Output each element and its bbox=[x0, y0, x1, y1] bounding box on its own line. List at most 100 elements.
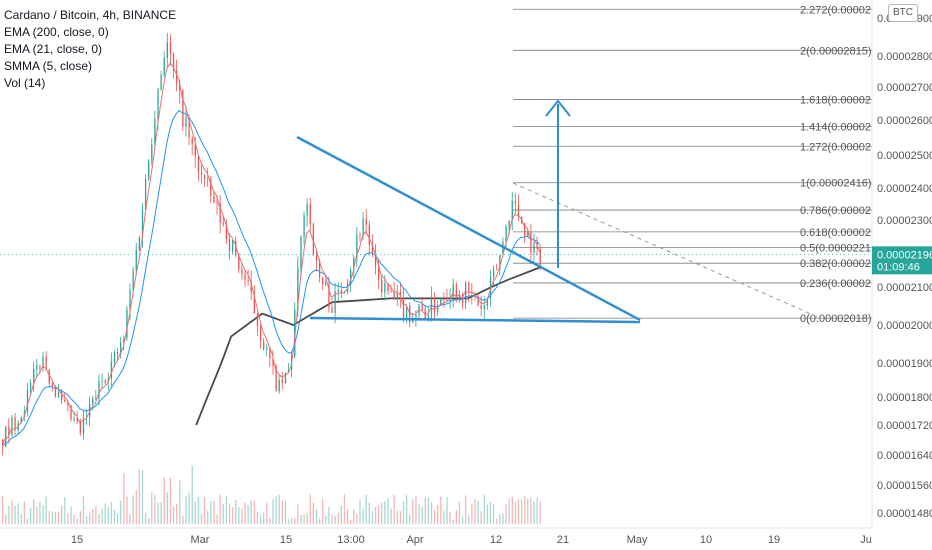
volume-bar bbox=[418, 503, 420, 524]
candle-body bbox=[98, 381, 100, 398]
volume-bar bbox=[440, 496, 442, 524]
candle-body bbox=[266, 347, 268, 350]
candle-body bbox=[203, 174, 206, 179]
volume-bar bbox=[104, 503, 106, 524]
volume-bar bbox=[228, 503, 231, 524]
candle-body bbox=[29, 382, 32, 390]
volume-bar bbox=[151, 491, 153, 524]
volume-bar bbox=[54, 512, 57, 524]
volume-bar bbox=[238, 507, 240, 524]
currency-button[interactable]: BTC bbox=[888, 4, 918, 22]
candle-body bbox=[157, 89, 159, 119]
fib-label: 0.382(0.00002170) bbox=[800, 258, 893, 270]
candle-body bbox=[61, 391, 63, 401]
volume-bar bbox=[179, 480, 181, 524]
candle-body bbox=[42, 356, 44, 367]
candle-body bbox=[241, 269, 243, 275]
candle-body bbox=[275, 365, 277, 392]
price-tick-label: 0.00002300 bbox=[877, 215, 932, 227]
volume-bar bbox=[163, 477, 165, 524]
candle-body bbox=[492, 269, 495, 278]
candle-body bbox=[79, 421, 81, 434]
volume-bar bbox=[520, 499, 523, 524]
candle-body bbox=[421, 304, 423, 310]
price-tick-label: 0.00002400 bbox=[877, 183, 932, 195]
volume-bar bbox=[176, 503, 178, 524]
volume-bar bbox=[328, 506, 330, 524]
candle-body bbox=[465, 282, 467, 304]
volume-bar bbox=[253, 500, 256, 524]
price-tick-label: 0.00001900 bbox=[877, 358, 932, 370]
candle-body bbox=[166, 42, 168, 58]
candle-body bbox=[483, 305, 485, 309]
volume-bar bbox=[402, 501, 405, 524]
volume-bar bbox=[396, 510, 398, 524]
volume-bar bbox=[312, 502, 315, 524]
indicator-volume[interactable]: Vol (14) bbox=[4, 76, 46, 90]
candle-body bbox=[176, 70, 178, 84]
chart-title[interactable]: Cardano / Bitcoin, 4h, BINANCE bbox=[4, 8, 177, 22]
candle-body bbox=[424, 309, 426, 320]
volume-bar bbox=[340, 505, 343, 524]
candle-body bbox=[110, 361, 113, 379]
smma-line bbox=[1, 62, 541, 447]
candle-body bbox=[328, 283, 330, 308]
candle-body bbox=[269, 347, 271, 359]
volume-bar bbox=[57, 512, 60, 524]
candle-body bbox=[343, 292, 346, 294]
volume-bar bbox=[89, 512, 91, 524]
candle-body bbox=[231, 240, 234, 251]
indicator-ema200[interactable]: EMA (200, close, 0) bbox=[4, 25, 109, 39]
candle-body bbox=[70, 405, 72, 420]
volume-bar bbox=[527, 498, 529, 524]
volume-bar bbox=[250, 500, 252, 524]
candle-body bbox=[312, 224, 315, 255]
volume-bar bbox=[29, 507, 32, 524]
volume-bar bbox=[144, 512, 147, 524]
volume-bar bbox=[437, 504, 439, 524]
volume-bar bbox=[290, 517, 293, 524]
indicator-ema21[interactable]: EMA (21, close, 0) bbox=[4, 42, 103, 56]
volume-bar bbox=[263, 512, 265, 524]
candle-body bbox=[126, 309, 128, 339]
candle-body bbox=[306, 203, 308, 216]
volume-bar bbox=[26, 518, 29, 524]
volume-bar bbox=[185, 495, 187, 524]
volume-bar bbox=[222, 503, 224, 524]
volume-bar bbox=[536, 497, 538, 524]
time-tick-label: 21 bbox=[557, 534, 569, 546]
volume-bar bbox=[95, 506, 97, 524]
volume-bar bbox=[483, 495, 485, 524]
candle-body bbox=[402, 297, 405, 319]
volume-bar bbox=[200, 513, 203, 524]
candle-body bbox=[499, 255, 501, 270]
descending-trendline bbox=[296, 135, 641, 322]
volume-bar bbox=[14, 505, 16, 524]
candle-body bbox=[281, 379, 283, 383]
volume-bar bbox=[281, 500, 283, 524]
volume-bar bbox=[443, 511, 445, 524]
candle-body bbox=[539, 248, 541, 266]
candle-body bbox=[433, 297, 436, 313]
candle-body bbox=[446, 300, 448, 301]
volume-bar bbox=[92, 508, 94, 524]
volume-bar bbox=[477, 500, 479, 524]
volume-bar bbox=[278, 495, 280, 524]
volume-bar bbox=[337, 512, 339, 524]
candle-body bbox=[362, 218, 364, 236]
indicator-smma[interactable]: SMMA (5, close) bbox=[4, 59, 93, 73]
drawings[interactable] bbox=[296, 99, 821, 324]
candlesticks bbox=[1, 32, 541, 456]
candle-body bbox=[315, 254, 318, 261]
fibonacci-levels[interactable]: 2.272(0.00002923) 2(0.00002815) 1.618(0.00… bbox=[513, 4, 893, 325]
volume-bar bbox=[39, 502, 41, 524]
volume-bar bbox=[216, 514, 218, 524]
candle-body bbox=[169, 42, 172, 54]
volume-bar bbox=[390, 508, 392, 524]
time-tick-label: 19 bbox=[768, 534, 780, 546]
candle-body bbox=[486, 297, 489, 306]
volume-bar bbox=[76, 518, 78, 524]
volume-bar bbox=[284, 501, 287, 524]
projection-dashed-line bbox=[512, 182, 821, 319]
